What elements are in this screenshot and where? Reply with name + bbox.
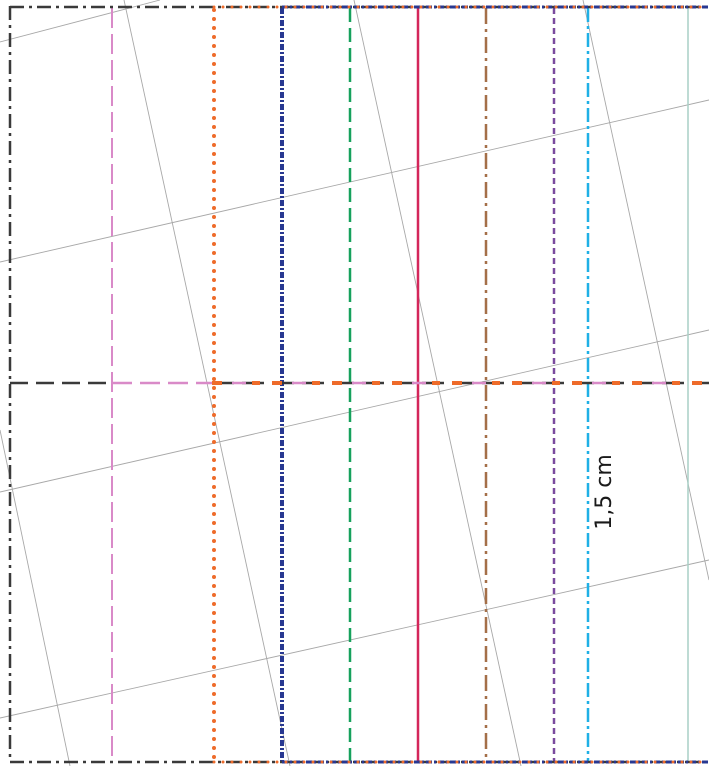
grid-line-v1 [0, 429, 71, 766]
grid-line-h4 [0, 559, 709, 719]
grid-line-h1 [0, 0, 161, 43]
seam-allowance-label: 1,5 cm [592, 454, 617, 530]
grid-line-h3 [0, 329, 709, 493]
pattern-border [8, 5, 709, 764]
grid-line-h2 [0, 99, 709, 263]
